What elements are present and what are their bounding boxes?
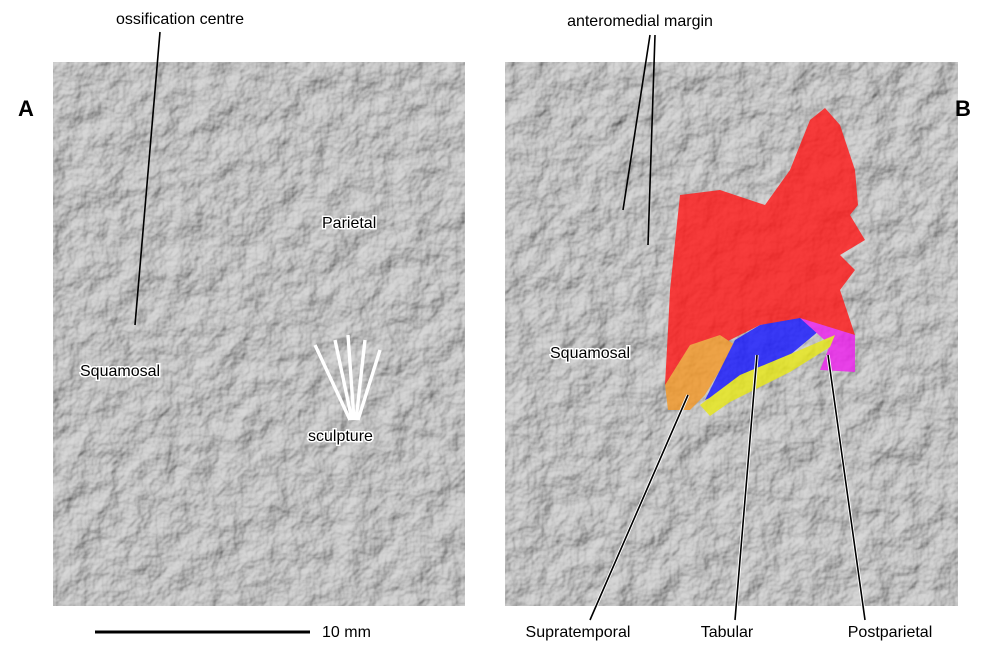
annotation: Tabular bbox=[701, 624, 754, 641]
fossil-texture bbox=[53, 62, 465, 606]
annotation: Parietal bbox=[322, 215, 376, 232]
annotation: Supratemporal bbox=[526, 624, 631, 641]
annotation: sculpture bbox=[308, 428, 373, 445]
figure: A B ossification centre Parietal Squamos… bbox=[0, 0, 987, 646]
annotation: anteromedial margin bbox=[567, 13, 713, 30]
annotation: Postparietal bbox=[848, 624, 933, 641]
panel-label: B bbox=[955, 96, 971, 121]
panel-label: A bbox=[18, 96, 34, 121]
annotation: Squamosal bbox=[550, 345, 630, 362]
scale-label: 10 mm bbox=[322, 624, 371, 641]
annotation: ossification centre bbox=[116, 11, 244, 28]
annotation: Squamosal bbox=[80, 363, 160, 380]
